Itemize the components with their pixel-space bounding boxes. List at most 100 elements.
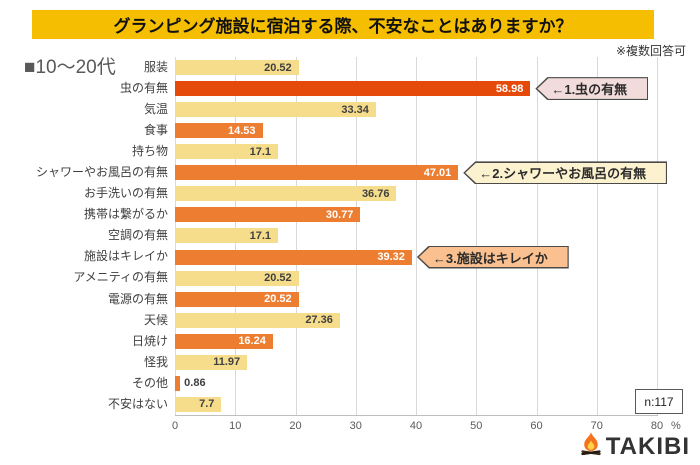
bar-row: 27.36 [175, 310, 657, 331]
plot-area: 20.52 58.98 33.34 14.53 17.1 47.01 36.76 30.77 1… [175, 57, 668, 415]
bar-value-label: 11.97 [213, 356, 241, 369]
gridline [596, 57, 598, 415]
bar: 20.52 [175, 60, 299, 76]
sample-size-box: n:117 [635, 389, 683, 414]
bar-value-label: 0.86 [184, 376, 206, 389]
multiple-answers-note: ※複数回答可 [615, 44, 686, 58]
annotation-text: ←2.シャワーやお風呂の有無 [479, 166, 647, 182]
bar-value-label: 14.53 [228, 124, 256, 137]
category-label: 天候 [143, 312, 168, 327]
bar [175, 375, 181, 391]
bar-value-label: 47.01 [423, 166, 452, 179]
category-label: 電源の有無 [107, 291, 168, 306]
bar-row: 17.1 [175, 141, 657, 162]
gridline [295, 57, 297, 415]
bar-row: 47.01 [175, 162, 657, 183]
bar-value-label: 20.52 [264, 272, 292, 285]
bar-value-label: 33.34 [341, 103, 369, 116]
bar: 20.52 [175, 270, 299, 286]
category-label: 怪我 [143, 354, 168, 369]
bar-row: 30.77 [175, 204, 657, 225]
bar: 11.97 [175, 354, 248, 370]
bar-row: 58.98 [175, 78, 657, 99]
bar: 7.7 [175, 396, 222, 412]
x-axis-line [175, 415, 658, 416]
bar: 17.1 [175, 144, 279, 160]
bar-row: 7.7 [175, 394, 657, 415]
category-axis: 服装 虫の有無 気温 食事 持ち物 シャワーやお風呂の有無 お手洗いの有無 携帯は繋がるか 空調… [0, 57, 168, 415]
takibi-logo-text: TAKIBI [605, 432, 690, 460]
x-tick-label: 50 [470, 420, 483, 432]
takibi-logo: TAKIBI [579, 431, 690, 462]
category-label: 空調の有無 [107, 228, 168, 243]
gridline [536, 57, 538, 415]
bar-row: 33.34 [175, 99, 657, 120]
sample-size-label: n:117 [644, 394, 674, 409]
category-label: その他 [131, 375, 168, 390]
bar-row: 17.1 [175, 225, 657, 246]
bar-value-label: 7.7 [199, 398, 215, 411]
bar-value-label: 16.24 [238, 335, 266, 348]
gridline [355, 57, 357, 415]
bar-value-label: 30.77 [325, 208, 354, 221]
bar: 47.01 [175, 165, 459, 181]
bar: 39.32 [175, 249, 412, 265]
x-tick-label: 30 [349, 420, 362, 432]
category-label: アメニティの有無 [73, 270, 168, 285]
bar-value-label: 20.52 [264, 61, 292, 74]
bar-value-label: 20.52 [264, 293, 292, 306]
annotation-text: ←3.施設はキレイか [432, 250, 548, 266]
bar: 16.24 [175, 333, 273, 349]
gridline [416, 57, 417, 415]
bar: 20.52 [175, 291, 299, 307]
annotation-body: ←3.施設はキレイか [418, 246, 568, 268]
age-group-legend: ■10〜20代 [24, 57, 116, 78]
bar-row: 20.52 [175, 289, 657, 310]
category-label: 食事 [143, 123, 168, 138]
category-label: 気温 [143, 102, 168, 117]
x-tick-label: 0 [171, 420, 179, 432]
annotation-body: ←1.虫の有無 [537, 78, 647, 99]
x-axis-ticks: 0 10 20 30 40 50 60 70 80% [171, 420, 695, 436]
bar-row: 11.97 [175, 352, 657, 373]
bar: 36.76 [175, 186, 397, 202]
campfire-icon [579, 431, 603, 462]
chart-title-text: グランピング施設に宿泊する際、不安なことはありますか？ [113, 17, 573, 36]
annotation-callout: ←1.虫の有無 [535, 77, 649, 101]
bar: 33.34 [175, 102, 376, 118]
annotation-callout: ←2.シャワーやお風呂の有無 [463, 161, 668, 185]
annotation-callout: ←3.施設はキレイか [416, 245, 569, 269]
bar-row: 14.53 [175, 120, 657, 141]
x-tick-label: 40 [409, 420, 423, 432]
chart-title: グランピング施設に宿泊する際、不安なことはありますか？ [32, 10, 654, 39]
gridline [657, 57, 658, 415]
bar: 14.53 [175, 123, 263, 139]
bar: 30.77 [175, 207, 361, 223]
bar-value-label: 17.1 [249, 145, 272, 158]
annotation-text: ←1.虫の有無 [551, 82, 628, 98]
annotation-body: ←2.シャワーやお風呂の有無 [465, 162, 666, 184]
x-tick-label: 20 [289, 420, 302, 432]
bar-row: 20.52 [175, 268, 657, 289]
category-label: 日焼け [131, 333, 168, 348]
x-tick-label: 60 [530, 420, 543, 432]
x-axis-unit-label: % [671, 420, 681, 432]
bar-value-label: 36.76 [361, 187, 390, 200]
x-tick-label: 10 [229, 420, 242, 432]
bar: 17.1 [175, 228, 279, 244]
bar-value-label: 58.98 [495, 82, 524, 95]
bar-value-label: 27.36 [305, 314, 333, 327]
category-label: シャワーやお風呂の有無 [35, 165, 168, 180]
category-label: 施設はキレイか [83, 249, 168, 264]
category-label: 服装 [143, 60, 168, 74]
category-label: 持ち物 [131, 144, 168, 159]
bar: 27.36 [175, 312, 340, 328]
bar: 58.98 [175, 81, 531, 97]
gridline [476, 57, 478, 415]
bar-row: 20.52 [175, 57, 657, 78]
category-label: 携帯は繋がるか [83, 207, 168, 222]
x-tick-label: 70 [590, 420, 603, 432]
bar-value-label: 39.32 [377, 251, 405, 264]
category-label: お手洗いの有無 [83, 186, 168, 201]
